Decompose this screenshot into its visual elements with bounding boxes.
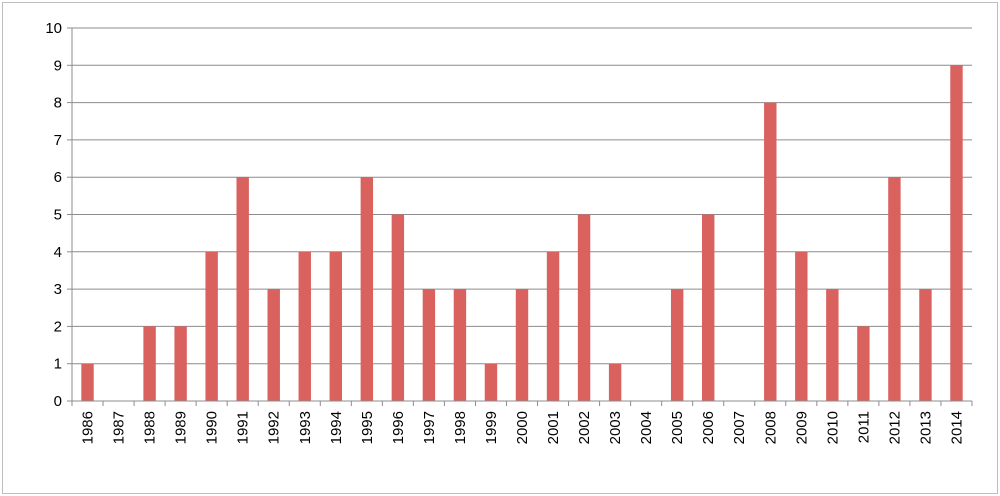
- bar-1990: [205, 251, 218, 401]
- x-tick-label: 1994: [328, 411, 345, 444]
- bar-1998: [453, 289, 467, 401]
- bar-2012: [888, 177, 901, 401]
- bar-2010: [826, 289, 839, 401]
- bar-1993: [298, 251, 311, 401]
- x-tick-label: 1992: [266, 411, 283, 444]
- x-tick-label: 2004: [638, 411, 655, 444]
- gridlines: [72, 27, 972, 365]
- y-tick-label: 0: [54, 393, 62, 410]
- bar-2009: [795, 251, 808, 401]
- x-axis-ticks: 1986 1987 1988 1989 1990 1991 1992 1993 1994 1995…: [80, 411, 966, 444]
- bar-1991: [236, 177, 249, 401]
- x-tick-label: 2001: [545, 411, 562, 444]
- y-tick-label: 4: [54, 244, 62, 261]
- bar-1992: [267, 289, 280, 401]
- x-tick-label: 1997: [421, 411, 438, 444]
- bar-1988: [143, 326, 156, 401]
- bar-1989: [174, 326, 187, 401]
- x-tick-label: 1993: [297, 411, 314, 444]
- x-tick-label: 1991: [235, 411, 252, 444]
- x-tick-label: 2013: [917, 411, 934, 444]
- x-tick-label: 2003: [607, 411, 624, 444]
- bar-2005: [670, 289, 684, 401]
- x-tick-label: 1995: [359, 411, 376, 444]
- y-tick-label: 7: [54, 132, 62, 149]
- x-tick-label: 2000: [514, 411, 531, 444]
- x-tick-label: 2009: [793, 411, 810, 444]
- bar-2001: [546, 251, 560, 401]
- x-tick-label: 2011: [855, 411, 872, 443]
- x-tick-label: 1989: [173, 411, 190, 444]
- x-tick-label: 2007: [731, 411, 748, 444]
- x-tick-label: 1990: [204, 411, 221, 444]
- bar-2008: [764, 102, 777, 401]
- y-tick-label: 1: [54, 356, 62, 373]
- bar-2013: [919, 289, 932, 401]
- bars: [81, 65, 963, 402]
- x-tick-label: 2012: [886, 411, 903, 444]
- x-tick-label: 2008: [762, 411, 779, 444]
- x-tick-label: 2014: [948, 411, 965, 444]
- bar-2003: [608, 363, 622, 401]
- y-tick-label: 9: [54, 57, 62, 74]
- y-axis-ticks: 0 1 2 3 4 5 6 7 8 9 10: [45, 20, 62, 410]
- bar-2014: [950, 65, 963, 402]
- bar-2011: [857, 326, 870, 401]
- x-tick-label: 2002: [576, 411, 593, 444]
- bar-1986: [81, 363, 94, 401]
- y-tick-label: 8: [54, 95, 62, 112]
- x-tick-label: 2006: [700, 411, 717, 444]
- x-tick-label: 1998: [452, 411, 469, 444]
- bar-1994: [329, 251, 342, 401]
- y-tick-label: 10: [45, 20, 62, 37]
- bar-1995: [360, 177, 374, 401]
- x-tick-label: 1988: [142, 411, 159, 444]
- x-tick-label: 2010: [824, 411, 841, 444]
- y-tick-label: 3: [54, 281, 62, 298]
- x-tick-label: 1987: [111, 411, 128, 444]
- x-tick-label: 1999: [483, 411, 500, 444]
- bar-2006: [702, 214, 715, 401]
- bar-1999: [484, 363, 498, 401]
- bar-2000: [515, 289, 529, 401]
- x-tick-label: 1996: [390, 411, 407, 444]
- y-tick-label: 5: [54, 207, 62, 224]
- x-tick-label: 2005: [669, 411, 686, 444]
- bar-1996: [391, 214, 405, 401]
- bar-2002: [577, 214, 591, 401]
- y-tick-label: 6: [54, 169, 62, 186]
- y-tick-label: 2: [54, 318, 62, 335]
- axes: [67, 27, 973, 406]
- x-tick-label: 1986: [80, 411, 97, 444]
- bar-1997: [422, 289, 436, 401]
